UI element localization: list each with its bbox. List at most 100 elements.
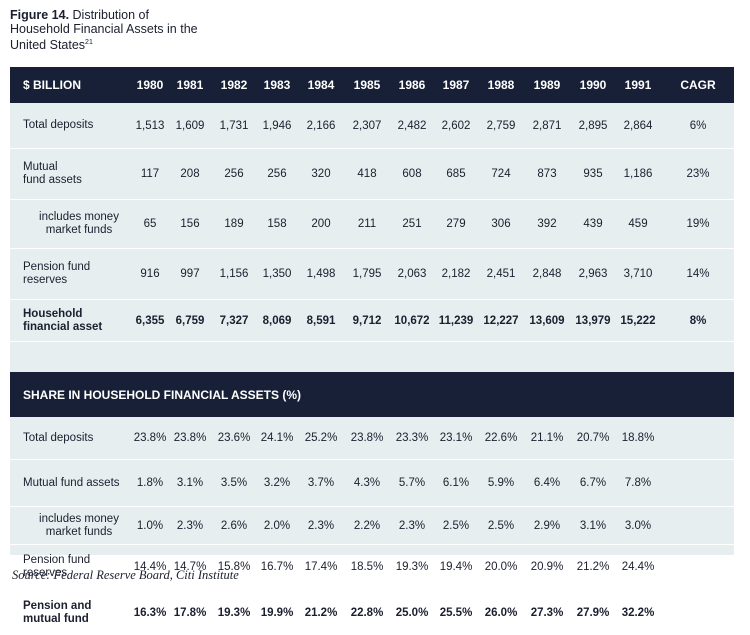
table-cell: 1,609 bbox=[175, 119, 205, 132]
table-cell: 1.8% bbox=[136, 477, 164, 489]
table-cell: 392 bbox=[537, 218, 557, 230]
table-cell: 2,451 bbox=[486, 268, 516, 280]
table-cell: 608 bbox=[402, 168, 422, 180]
table-cell: 2,063 bbox=[397, 268, 427, 280]
table-cell: 19.3% bbox=[217, 606, 251, 619]
table-cell: 1,513 bbox=[135, 119, 165, 132]
table-cell: 916 bbox=[140, 268, 160, 280]
table-cell: 27.3% bbox=[530, 606, 564, 619]
share-header-label: SHARE IN HOUSEHOLD FINANCIAL ASSETS (%) bbox=[23, 388, 302, 402]
column-header-1989: 1989 bbox=[533, 78, 561, 92]
table-cell: 25.2% bbox=[304, 432, 338, 444]
column-header-1985: 1985 bbox=[353, 78, 381, 92]
table-cell: 65 bbox=[143, 218, 157, 230]
table-cell: 23.8% bbox=[133, 432, 167, 444]
table-cell: 2,963 bbox=[578, 268, 608, 280]
table-cell: 19.4% bbox=[439, 561, 473, 573]
table-cell: 2.0% bbox=[263, 519, 291, 532]
table-cell: 8% bbox=[689, 314, 707, 327]
table-cell: 256 bbox=[267, 168, 287, 180]
table-cell: 23.3% bbox=[395, 432, 429, 444]
table-cell: 439 bbox=[583, 218, 603, 230]
table-row: includes money market funds 65 156 189 158 200… bbox=[10, 200, 734, 249]
table-cell: 21.2% bbox=[576, 561, 610, 573]
figure-label: Figure 14. bbox=[10, 8, 70, 22]
table-cell: 873 bbox=[537, 168, 557, 180]
table-cell: 3.7% bbox=[307, 477, 335, 489]
table-cell bbox=[676, 507, 720, 544]
column-header-1991: 1991 bbox=[624, 78, 652, 92]
table-cell: 25.0% bbox=[395, 606, 429, 619]
table-cell: 997 bbox=[180, 268, 200, 280]
table-cell: 7.8% bbox=[624, 477, 652, 489]
table-cell: 208 bbox=[180, 168, 200, 180]
table-cell: 25.5% bbox=[439, 606, 473, 619]
table-row: includes money market funds 1.0% 2.3% 2.6% 2.… bbox=[10, 507, 734, 545]
table-cell: 15.8% bbox=[217, 561, 251, 573]
row-label: Pension fund reserves bbox=[23, 261, 91, 286]
table-cell: 306 bbox=[491, 218, 511, 230]
footnote-marker: 21 bbox=[85, 39, 93, 46]
column-header-1987: 1987 bbox=[442, 78, 470, 92]
table-cell: 320 bbox=[311, 168, 331, 180]
table-cell: 9,712 bbox=[352, 314, 382, 327]
row-label: Mutual fund assets bbox=[23, 476, 120, 489]
table-cell: 2.5% bbox=[442, 519, 470, 532]
table-cell: 2.9% bbox=[533, 519, 561, 532]
table-cell: 2,166 bbox=[306, 119, 336, 132]
table-cell: 19.3% bbox=[395, 561, 429, 573]
table-cell: 935 bbox=[583, 168, 603, 180]
table-cell: 8,591 bbox=[306, 314, 336, 327]
table-cell: 20.7% bbox=[576, 432, 610, 444]
table-cell: 117 bbox=[140, 168, 160, 180]
column-header-1983: 1983 bbox=[263, 78, 291, 92]
column-header-1988: 1988 bbox=[487, 78, 515, 92]
row-label: Pension and mutual fund bbox=[23, 599, 92, 625]
table-cell: 10,672 bbox=[394, 314, 430, 327]
table-cell: 23% bbox=[686, 168, 710, 180]
table-cell: 32.2% bbox=[621, 606, 655, 619]
table-row: Mutual fund assets 1.8% 3.1% 3.5% 3.2% 3.7% 4.… bbox=[10, 460, 734, 507]
table-cell: 1,946 bbox=[262, 119, 292, 132]
table-cell: 3.1% bbox=[176, 477, 204, 489]
table-cell: 1,186 bbox=[623, 168, 653, 180]
column-header-1982: 1982 bbox=[220, 78, 248, 92]
table-cell: 24.4% bbox=[621, 561, 655, 573]
table-cell: 7,327 bbox=[219, 314, 249, 327]
table-cell: 8,069 bbox=[262, 314, 292, 327]
table-cell: 189 bbox=[224, 218, 244, 230]
table-cell: 6.7% bbox=[579, 477, 607, 489]
table-cell: 18.5% bbox=[350, 561, 384, 573]
table-cell: 17.4% bbox=[304, 561, 338, 573]
column-header-cagr: CAGR bbox=[680, 78, 716, 92]
table-cell: 256 bbox=[224, 168, 244, 180]
table-cell: 23.8% bbox=[173, 432, 207, 444]
table-cell: 5.7% bbox=[398, 477, 426, 489]
financial-assets-table: $ BILLION 1980 1981 1982 1983 1984 1985 1986 19… bbox=[10, 67, 734, 635]
table-cell: 6.4% bbox=[533, 477, 561, 489]
column-header-1986: 1986 bbox=[398, 78, 426, 92]
table-cell: 251 bbox=[402, 218, 422, 230]
table-cell: 2,602 bbox=[441, 119, 471, 132]
table-cell: 2,482 bbox=[397, 119, 427, 132]
table-cell: 2,848 bbox=[532, 268, 562, 280]
table-row: Pension and mutual fund 16.3% 17.8% 19.3% 19.… bbox=[10, 591, 734, 635]
table-cell: 3.0% bbox=[624, 519, 652, 532]
table-cell: 2.3% bbox=[307, 519, 335, 532]
table-cell: 4.3% bbox=[353, 477, 381, 489]
table-cell: 16.7% bbox=[260, 561, 294, 573]
table-cell: 5.9% bbox=[487, 477, 515, 489]
table-cell: 1,795 bbox=[352, 268, 382, 280]
table-header-row: $ BILLION 1980 1981 1982 1983 1984 1985 1986 19… bbox=[10, 67, 734, 103]
table-cell: 3.5% bbox=[220, 477, 248, 489]
table-cell: 24.1% bbox=[260, 432, 294, 444]
table-cell: 2.5% bbox=[487, 519, 515, 532]
table-cell: 20.9% bbox=[530, 561, 564, 573]
table-cell bbox=[676, 417, 720, 459]
table-cell: 6,355 bbox=[135, 314, 165, 327]
row-label: Pension fund reserves bbox=[23, 554, 91, 579]
table-cell: 685 bbox=[446, 168, 466, 180]
table-cell: 6.1% bbox=[442, 477, 470, 489]
table-row: Household financial asset 6,355 6,759 7,327 8… bbox=[10, 300, 734, 342]
table-row: Pension fund reserves 916 997 1,156 1,350 1,49… bbox=[10, 249, 734, 300]
